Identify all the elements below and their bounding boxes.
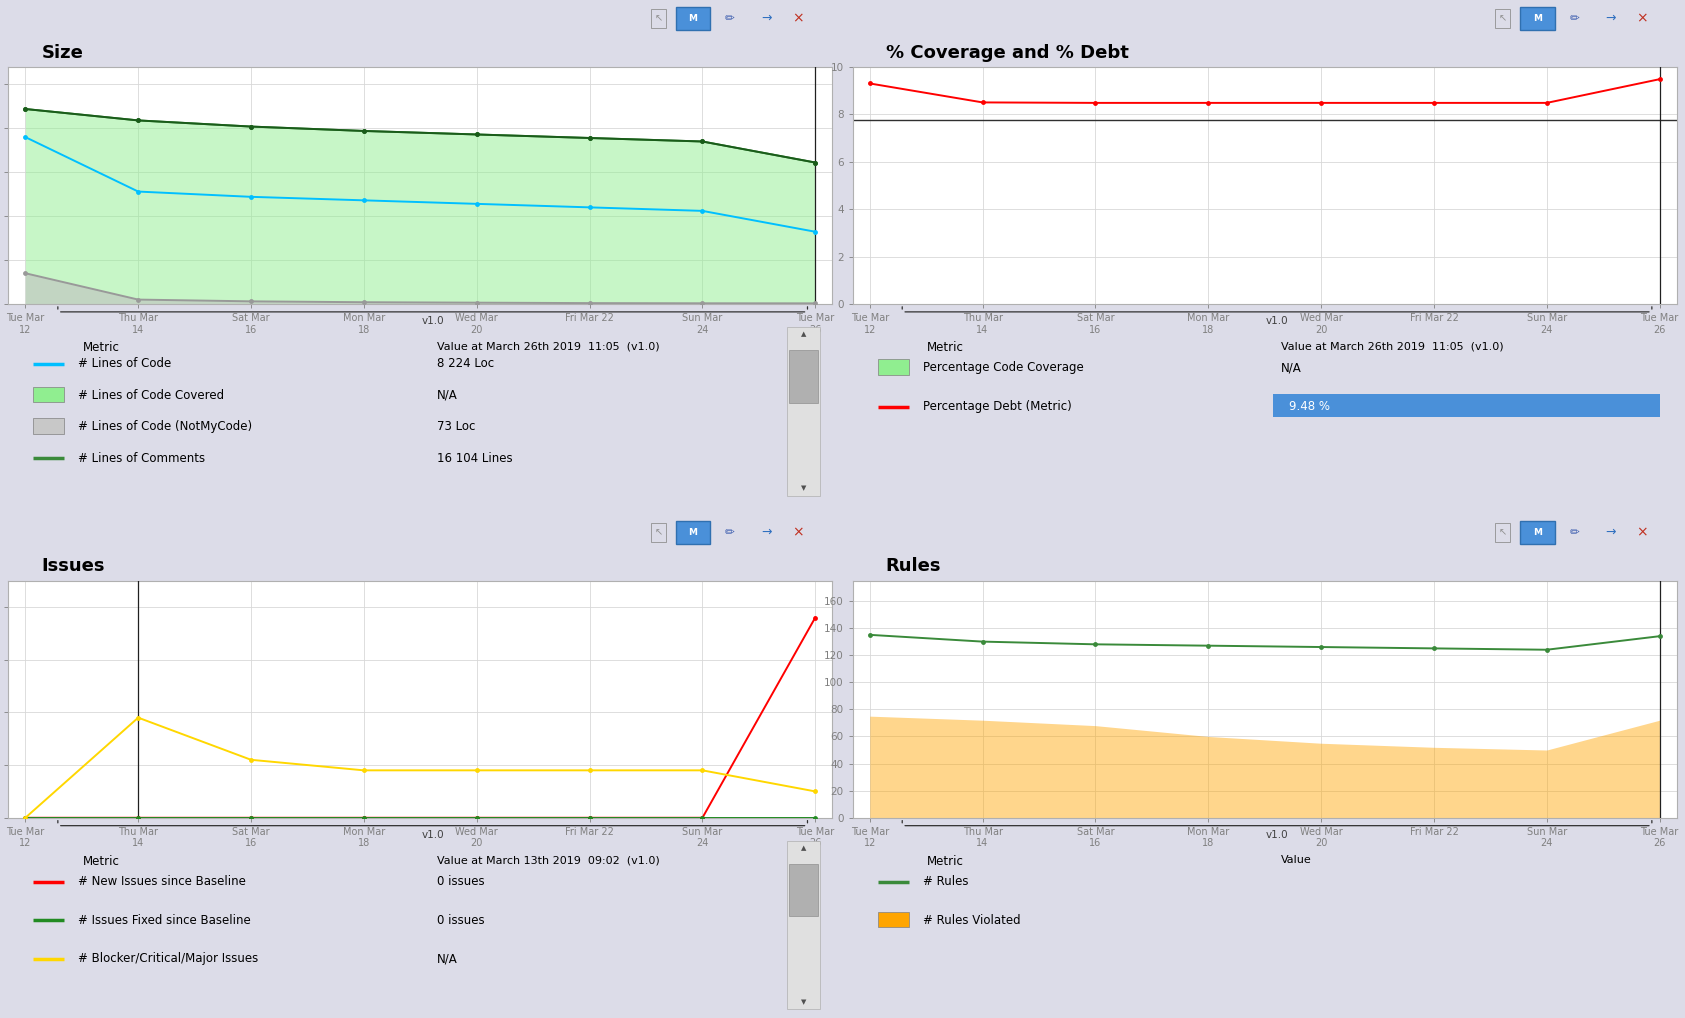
Text: Metric: Metric — [83, 341, 120, 354]
Bar — [676, 7, 711, 31]
Text: # Issues Fixed since Baseline: # Issues Fixed since Baseline — [79, 914, 251, 926]
Text: ×: × — [1636, 11, 1648, 25]
Text: 0 issues: 0 issues — [436, 914, 484, 926]
Text: ✏: ✏ — [1569, 12, 1579, 25]
Bar — [1272, 394, 1660, 417]
Text: ▲: ▲ — [800, 331, 805, 337]
Text: # Blocker/Critical/Major Issues: # Blocker/Critical/Major Issues — [79, 953, 259, 965]
Text: ✏: ✏ — [725, 526, 735, 539]
Text: Percentage Debt (Metric): Percentage Debt (Metric) — [923, 400, 1072, 413]
Text: →: → — [762, 12, 772, 25]
Bar — [676, 521, 711, 544]
Bar — [787, 327, 821, 496]
Text: Value at March 26th 2019  11:05  (v1.0): Value at March 26th 2019 11:05 (v1.0) — [436, 341, 659, 351]
Text: M: M — [1533, 528, 1542, 536]
Text: # Rules Violated: # Rules Violated — [923, 914, 1021, 926]
Text: ↖: ↖ — [1498, 13, 1506, 23]
Text: # Lines of Comments: # Lines of Comments — [79, 452, 206, 465]
Text: v1.0: v1.0 — [1265, 830, 1289, 840]
Text: Metric: Metric — [83, 855, 120, 868]
Text: 8 224 Loc: 8 224 Loc — [436, 357, 494, 371]
Text: M: M — [689, 14, 698, 23]
Text: ✏: ✏ — [725, 12, 735, 25]
Text: ×: × — [792, 11, 804, 25]
Text: ▲: ▲ — [800, 845, 805, 851]
Text: v1.0: v1.0 — [421, 830, 443, 840]
Text: % Coverage and % Debt: % Coverage and % Debt — [886, 44, 1129, 62]
Text: Value: Value — [1281, 855, 1313, 865]
Text: ↖: ↖ — [1498, 527, 1506, 538]
Text: 16 104 Lines: 16 104 Lines — [436, 452, 512, 465]
Text: ✏: ✏ — [1569, 526, 1579, 539]
Bar — [1520, 7, 1555, 31]
Bar — [1520, 521, 1555, 544]
Bar — [1495, 523, 1510, 542]
Text: ▼: ▼ — [800, 1000, 805, 1006]
Bar — [789, 864, 819, 916]
Bar — [787, 841, 821, 1010]
Text: N/A: N/A — [436, 389, 458, 402]
Text: # Lines of Code Covered: # Lines of Code Covered — [79, 389, 224, 402]
FancyBboxPatch shape — [878, 359, 908, 375]
Text: ▼: ▼ — [800, 486, 805, 492]
FancyBboxPatch shape — [34, 387, 64, 402]
Text: # Lines of Code (NotMyCode): # Lines of Code (NotMyCode) — [79, 420, 253, 434]
FancyBboxPatch shape — [34, 418, 64, 434]
Text: Issues: Issues — [42, 558, 104, 575]
Bar — [650, 523, 666, 542]
Text: →: → — [762, 526, 772, 539]
Text: ↖: ↖ — [654, 13, 662, 23]
Text: →: → — [1606, 526, 1616, 539]
Text: # Rules: # Rules — [923, 875, 969, 889]
Text: # Lines of Code: # Lines of Code — [79, 357, 172, 371]
Text: Metric: Metric — [927, 341, 964, 354]
Text: # New Issues since Baseline: # New Issues since Baseline — [79, 875, 246, 889]
Text: v1.0: v1.0 — [421, 316, 443, 326]
Text: ×: × — [1636, 525, 1648, 540]
Text: Rules: Rules — [886, 558, 942, 575]
Bar — [789, 350, 819, 403]
Bar — [1495, 9, 1510, 29]
Text: N/A: N/A — [436, 953, 458, 965]
Text: Value at March 26th 2019  11:05  (v1.0): Value at March 26th 2019 11:05 (v1.0) — [1281, 341, 1503, 351]
Text: N/A: N/A — [1281, 361, 1303, 375]
Text: Percentage Code Coverage: Percentage Code Coverage — [923, 361, 1083, 375]
Text: 73 Loc: 73 Loc — [436, 420, 475, 434]
Text: Metric: Metric — [927, 855, 964, 868]
Text: Value at March 13th 2019  09:02  (v1.0): Value at March 13th 2019 09:02 (v1.0) — [436, 855, 659, 865]
Text: 9.48 %: 9.48 % — [1289, 400, 1331, 413]
Text: →: → — [1606, 12, 1616, 25]
Bar — [650, 9, 666, 29]
Text: M: M — [1533, 14, 1542, 23]
Text: Size: Size — [42, 44, 83, 62]
FancyBboxPatch shape — [878, 911, 908, 927]
Text: M: M — [689, 528, 698, 536]
Text: v1.0: v1.0 — [1265, 316, 1289, 326]
Text: ↖: ↖ — [654, 527, 662, 538]
Text: ×: × — [792, 525, 804, 540]
Text: 0 issues: 0 issues — [436, 875, 484, 889]
